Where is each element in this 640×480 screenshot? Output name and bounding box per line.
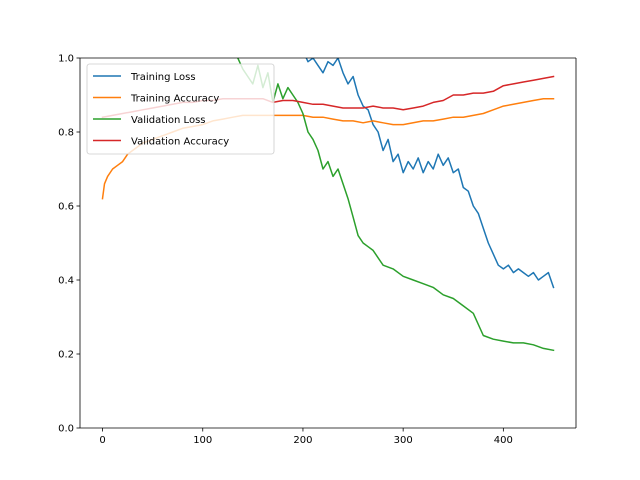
series-line-training-loss <box>305 58 555 289</box>
y-tick-label: 1.0 <box>58 54 74 65</box>
y-tick-label: 0.8 <box>58 128 74 139</box>
x-tick-label: 100 <box>193 435 212 446</box>
x-tick-label: 300 <box>394 435 413 446</box>
ticks: 0 100 200 300 400 0.0 0.2 0.4 0.6 0.8 1.0 <box>58 54 513 447</box>
y-tick-label: 0.2 <box>58 350 74 361</box>
x-tick-label: 0 <box>99 435 105 446</box>
x-tick-label: 400 <box>494 435 513 446</box>
legend-label: Validation Accuracy <box>131 137 229 148</box>
legend-box <box>86 63 275 155</box>
legend-label: Training Accuracy <box>130 94 219 105</box>
x-tick-label: 200 <box>293 435 312 446</box>
legend-label: Validation Loss <box>131 115 206 126</box>
series-line-validation-loss <box>236 58 555 352</box>
y-tick-label: 0.0 <box>58 424 74 435</box>
y-tick-label: 0.4 <box>58 276 74 287</box>
axes-frame <box>79 57 577 429</box>
y-tick-label: 0.6 <box>58 202 74 213</box>
legend-label: Training Loss <box>130 72 196 83</box>
legend: Training Loss Training Accuracy Validation… <box>86 63 275 155</box>
